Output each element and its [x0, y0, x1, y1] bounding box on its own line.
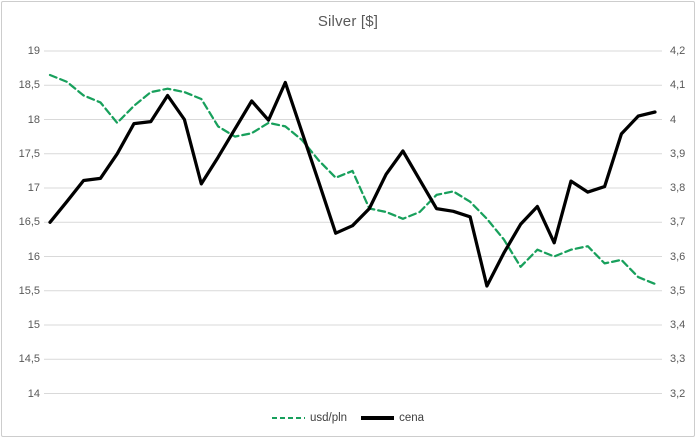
- right-axis-tick: 3,8: [670, 182, 686, 194]
- left-axis-tick: 19: [27, 45, 40, 57]
- legend: usd/pln cena: [2, 412, 694, 424]
- left-axis-tick: 18: [27, 113, 40, 126]
- right-axis-tick: 3,7: [670, 216, 686, 229]
- left-axis-tick: 17: [27, 182, 40, 194]
- left-axis-tick: 14: [27, 387, 40, 400]
- legend-label-cena: cena: [399, 412, 425, 424]
- left-axis-tick: 18,5: [18, 79, 40, 92]
- left-axis-tick: 15: [27, 319, 40, 331]
- legend-label-usdpln: usd/pln: [309, 412, 348, 424]
- right-axis-tick: 4: [670, 113, 677, 126]
- series-usd-pln-line: [48, 73, 657, 286]
- left-axis-tick: 15,5: [18, 284, 40, 297]
- right-axis-tick: 4,2: [670, 45, 686, 57]
- legend-item-cena: cena: [361, 412, 424, 424]
- left-axis-tick: 16: [27, 250, 40, 263]
- legend-item-usdpln: usd/pln: [271, 412, 348, 424]
- series-cena-line: [48, 80, 657, 288]
- left-axis-tick: 17,5: [18, 147, 40, 160]
- chart-title: Silver [$]: [317, 13, 379, 30]
- right-axis-tick: 4,1: [670, 79, 686, 92]
- right-axis-tick: 3,6: [670, 250, 686, 263]
- right-axis-tick: 3,9: [670, 147, 686, 160]
- right-axis-tick: 3,3: [670, 353, 686, 366]
- left-axis-tick: 16,5: [18, 216, 40, 229]
- left-axis-tick: 14,5: [18, 353, 40, 366]
- right-axis-tick: 3,2: [670, 387, 686, 400]
- cena-solid-line-icon: [361, 416, 395, 420]
- usdpln-dashed-line-icon: [271, 416, 305, 420]
- right-axis-tick: 3,4: [670, 319, 686, 331]
- right-axis-tick: 3,5: [670, 284, 686, 297]
